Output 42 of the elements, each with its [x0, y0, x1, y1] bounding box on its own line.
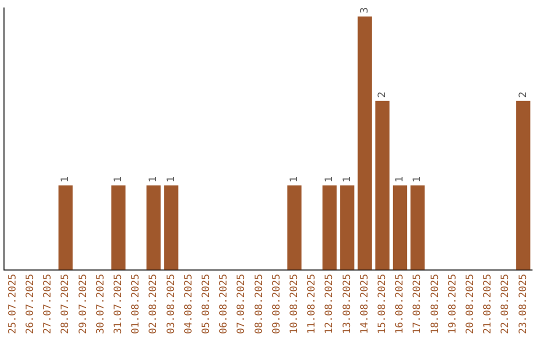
x-tick-label: 11.08.2025: [306, 274, 318, 334]
x-tick-label: 07.08.2025: [236, 274, 248, 334]
x-tick-label: 02.08.2025: [148, 274, 160, 334]
data-label: 1: [342, 176, 353, 182]
x-tick-label: 17.08.2025: [412, 274, 424, 334]
data-label: 1: [412, 176, 424, 182]
x-tick-label: 20.08.2025: [464, 274, 476, 334]
x-tick-label: 06.08.2025: [218, 274, 230, 334]
x-tick-label: 22.08.2025: [500, 274, 512, 334]
data-label: 1: [288, 176, 300, 182]
x-tick-label: 05.08.2025: [200, 274, 212, 334]
data-label: 3: [359, 7, 370, 14]
x-tick-label: 18.08.2025: [430, 274, 441, 334]
data-label: 1: [112, 176, 124, 182]
x-tick-label: 09.08.2025: [271, 274, 282, 334]
x-tick-label: 08.08.2025: [254, 274, 265, 334]
x-tick-label: 15.08.2025: [376, 274, 388, 334]
x-tick-label: 01.08.2025: [130, 274, 142, 334]
x-tick-label: 31.07.2025: [112, 274, 124, 334]
data-label: 1: [324, 176, 336, 182]
data-label: 2: [376, 92, 388, 98]
x-tick-label: 03.08.2025: [166, 274, 177, 334]
x-tick-label: 14.08.2025: [359, 274, 370, 334]
x-tick-label: 19.08.2025: [447, 274, 458, 334]
x-tick-label: 29.07.2025: [78, 274, 89, 334]
data-label: 1: [148, 176, 160, 182]
x-tick-label: 23.08.2025: [518, 274, 529, 334]
x-tick-label: 12.08.2025: [324, 274, 336, 334]
x-tick-label: 30.07.2025: [95, 274, 106, 334]
x-tick-label: 26.07.2025: [24, 274, 36, 334]
x-tick-label: 04.08.2025: [183, 274, 194, 334]
data-label: 1: [166, 176, 177, 182]
x-tick-label: 28.07.2025: [60, 274, 72, 334]
data-label: 1: [60, 176, 72, 182]
x-tick-label: 16.08.2025: [394, 274, 406, 334]
x-tick-label: 21.08.2025: [482, 274, 494, 334]
x-tick-label: 13.08.2025: [342, 274, 353, 334]
x-tick-label: 10.08.2025: [288, 274, 300, 334]
data-label: 1: [394, 176, 406, 182]
x-tick-label: 25.07.2025: [7, 274, 18, 334]
data-label: 2: [518, 92, 529, 98]
x-tick-label: 27.07.2025: [42, 274, 54, 334]
